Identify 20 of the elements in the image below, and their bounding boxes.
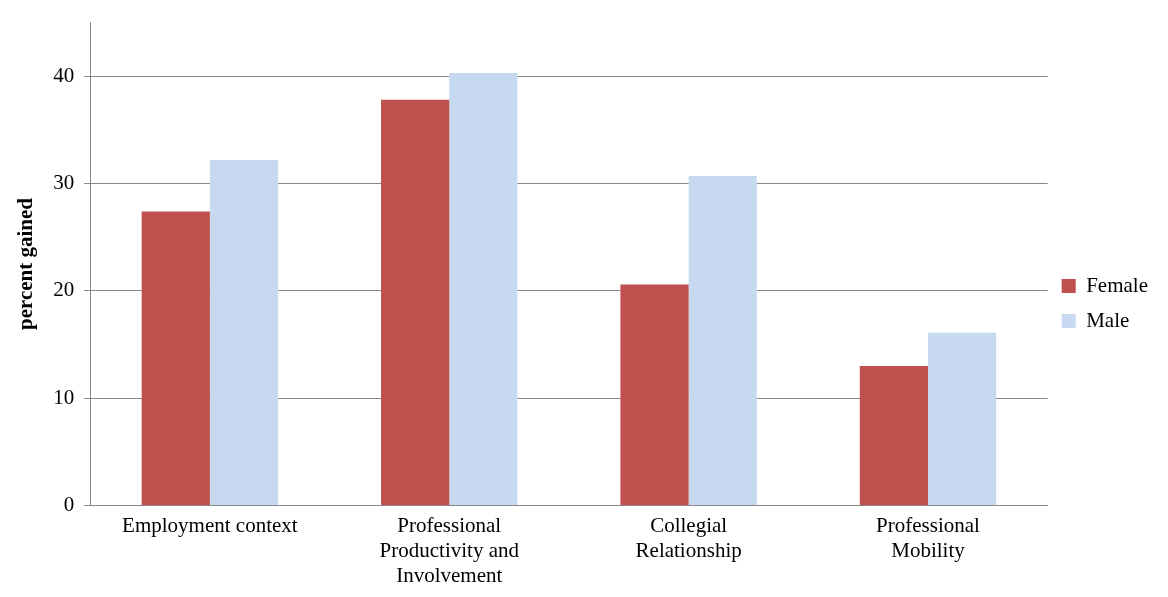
y-tick-label: 0: [63, 491, 75, 516]
bar: [381, 99, 450, 505]
y-tick-label: 10: [53, 384, 75, 409]
legend-label: Female: [1086, 272, 1148, 297]
x-tick-label: Employment context: [122, 512, 298, 537]
x-tick-label: Professional Mobility: [876, 512, 981, 562]
bar: [859, 365, 928, 505]
bar: [209, 159, 279, 505]
bar: [449, 73, 518, 505]
bar: [688, 176, 757, 505]
x-tick-label: Professional Productivity and Involvement: [379, 512, 520, 587]
bar: [141, 211, 210, 505]
bar: [928, 332, 997, 505]
bar: [620, 284, 689, 505]
y-tick-label: 30: [53, 170, 75, 195]
y-tick-label: 20: [53, 277, 75, 302]
legend-label: Male: [1086, 307, 1130, 332]
x-tick-label: Collegial Relationship: [635, 512, 742, 562]
y-tick-label: 40: [53, 62, 75, 87]
y-axis-title: percent gained: [13, 197, 38, 331]
